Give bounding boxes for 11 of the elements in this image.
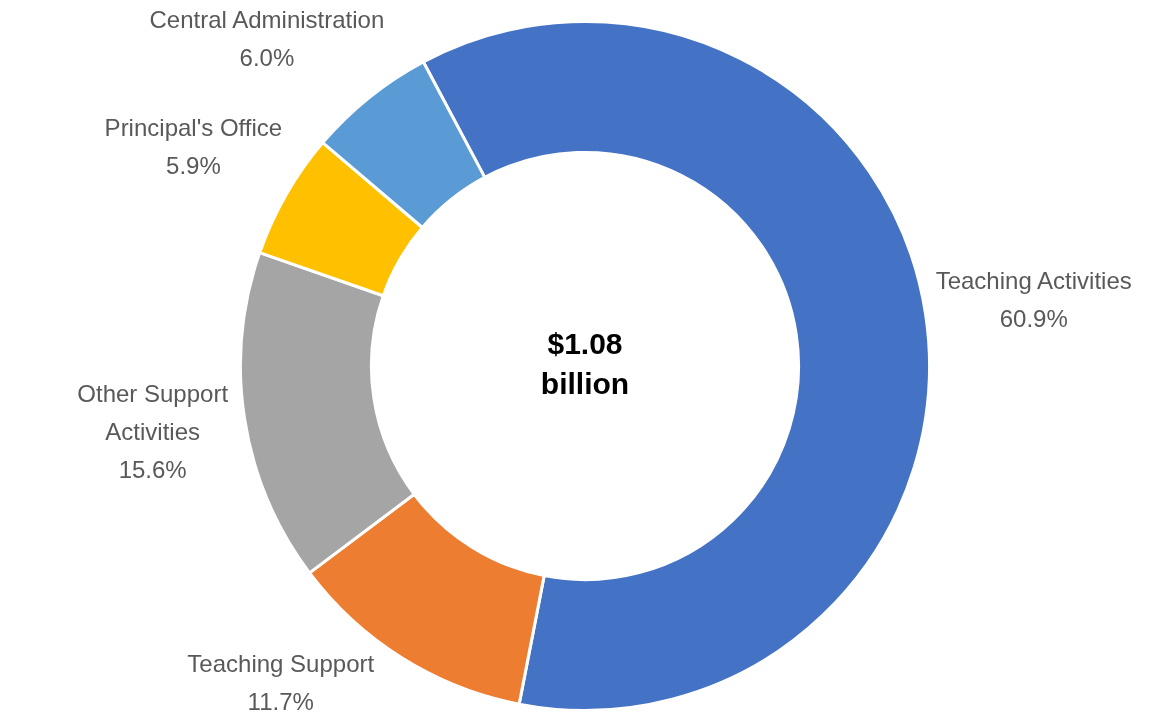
slice-label: Other Support Activities: [77, 379, 229, 445]
data-label: 5.9%: [166, 152, 221, 180]
slice-label: Teaching Activities: [935, 267, 1132, 295]
slice-label: Teaching Support: [187, 649, 375, 677]
slice-label: Principal's Office: [104, 114, 283, 142]
slice-label: Central Administration: [149, 5, 385, 33]
data-label: 6.0%: [239, 43, 295, 71]
data-label: 11.7%: [247, 687, 314, 715]
text: $1.08 billion: [540, 327, 630, 401]
data-label: 15.6%: [118, 455, 187, 483]
data-label: 60.9%: [999, 305, 1068, 333]
